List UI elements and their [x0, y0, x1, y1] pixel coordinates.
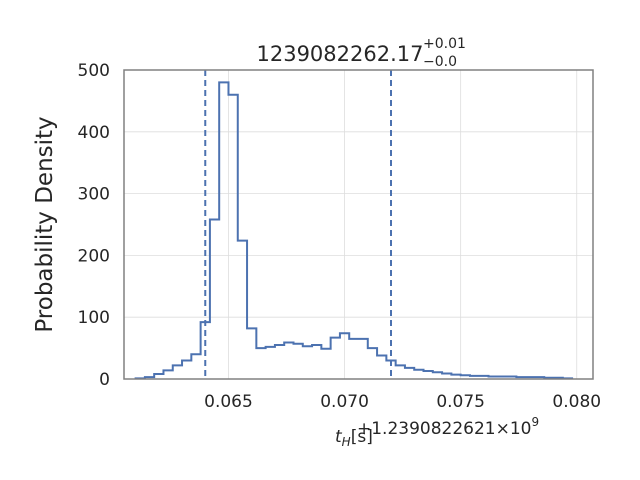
y-tick-label: 400: [78, 123, 110, 143]
y-tick-label: 300: [78, 185, 110, 205]
x-axis-label: tH[s]: [335, 427, 373, 449]
x-axis-ticks: 0.065 0.070 0.075 0.080: [204, 392, 601, 412]
y-axis-ticks: 0 100 200 300 400 500: [78, 61, 110, 390]
reference-lines: [204, 70, 393, 379]
plot-frame: [123, 69, 594, 380]
y-tick-label: 0: [99, 370, 110, 390]
x-axis-label-subscript: H: [342, 435, 351, 449]
x-tick-label: 0.080: [552, 392, 601, 412]
x-axis-offset-value: +1.2390822621×10: [357, 419, 532, 439]
x-axis-label-unit: [s]: [351, 427, 373, 447]
x-axis-label-variable: t: [335, 427, 343, 447]
y-tick-label: 500: [78, 61, 110, 81]
x-axis-offset: +1.2390822621×109: [357, 415, 539, 439]
chart-title: 1239082262.17: [256, 42, 423, 66]
x-tick-label: 0.070: [320, 392, 369, 412]
x-tick-label: 0.065: [204, 392, 253, 412]
title-lower-error: −0.0: [423, 54, 457, 70]
y-axis-label: Probability Density: [32, 116, 58, 332]
title-value: 1239082262.17: [256, 42, 423, 66]
plot-area: [134, 81, 574, 380]
title-upper-error: +0.01: [423, 36, 466, 52]
x-tick-label: 0.075: [436, 392, 485, 412]
y-tick-label: 100: [78, 308, 110, 328]
histogram-step: [134, 81, 574, 380]
y-tick-label: 200: [78, 246, 110, 266]
grid: [124, 69, 593, 380]
x-axis-offset-exponent: 9: [532, 415, 540, 429]
